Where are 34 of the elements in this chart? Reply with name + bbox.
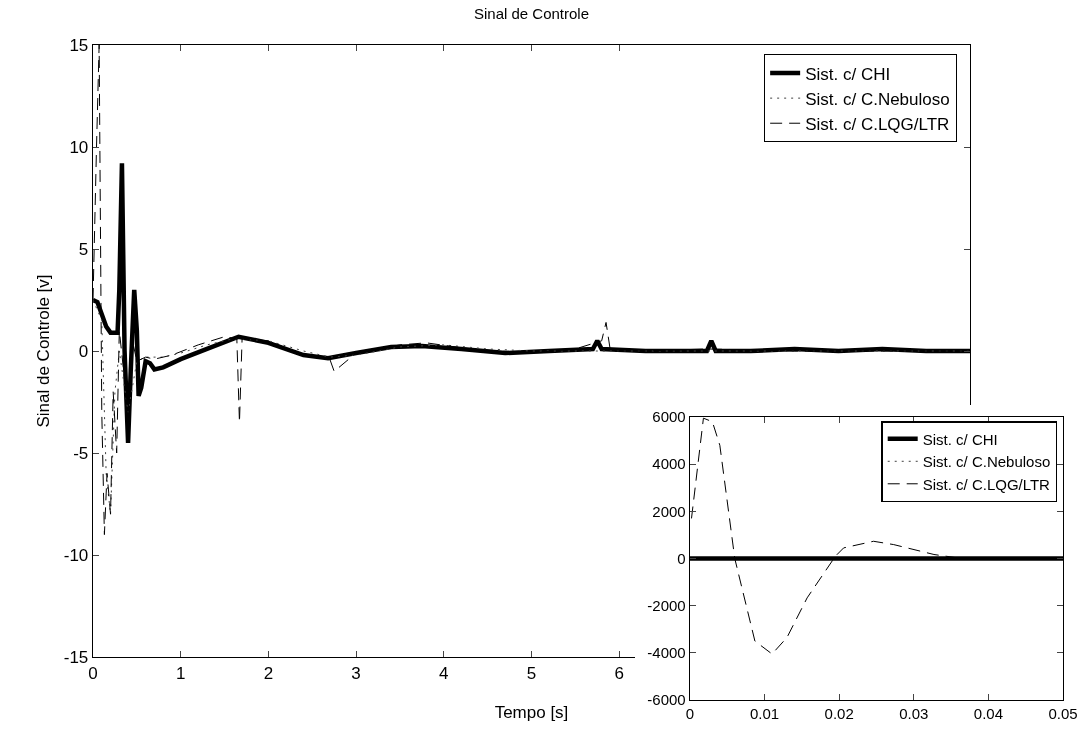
chart-title: Sinal de Controle — [473, 5, 590, 23]
x-axis-title: Tempo [s] — [494, 703, 569, 723]
legend-label: Sist. c/ C.LQG/LTR — [922, 475, 1051, 493]
x-tick-label: 0.05 — [1048, 705, 1078, 723]
x-tick-label: 0.04 — [973, 705, 1003, 723]
y-tick-label: 0 — [677, 549, 686, 567]
y-tick-label: -15 — [63, 647, 89, 667]
x-tick-label: 2 — [263, 663, 274, 683]
x-tick-label: 3 — [351, 663, 361, 683]
legend-label: Sist. c/ CHI — [805, 64, 891, 84]
y-tick-label: 0 — [78, 341, 89, 361]
x-tick-label: 0.03 — [899, 705, 929, 723]
y-tick-label: 15 — [69, 35, 89, 55]
y-tick-label: -6000 — [647, 691, 686, 709]
y-tick-label: 10 — [69, 137, 89, 157]
x-tick-label: 4 — [439, 663, 449, 683]
x-tick-label: 0.01 — [750, 705, 780, 723]
x-tick-label: 1 — [175, 663, 186, 683]
x-tick-label: 0.02 — [824, 705, 854, 723]
y-tick-label: 4000 — [652, 455, 686, 473]
legend-label: Sist. c/ C.Nebuloso — [922, 453, 1051, 471]
x-tick-label: 5 — [526, 663, 537, 683]
x-tick-label: 6 — [614, 663, 624, 683]
y-tick-label: 2000 — [652, 502, 686, 520]
legend-label: Sist. c/ C.Nebuloso — [805, 89, 950, 109]
legend-label: Sist. c/ C.LQG/LTR — [805, 114, 950, 134]
y-tick-label: -4000 — [647, 644, 686, 662]
y-tick-label: 6000 — [652, 408, 686, 426]
y-tick-label: -5 — [73, 443, 89, 463]
y-tick-label: -10 — [63, 545, 89, 565]
legend-label: Sist. c/ CHI — [922, 430, 998, 448]
y-axis-title: Sinal de Controle [v] — [33, 274, 53, 428]
y-tick-label: 5 — [78, 239, 89, 259]
y-tick-label: -2000 — [647, 596, 686, 614]
